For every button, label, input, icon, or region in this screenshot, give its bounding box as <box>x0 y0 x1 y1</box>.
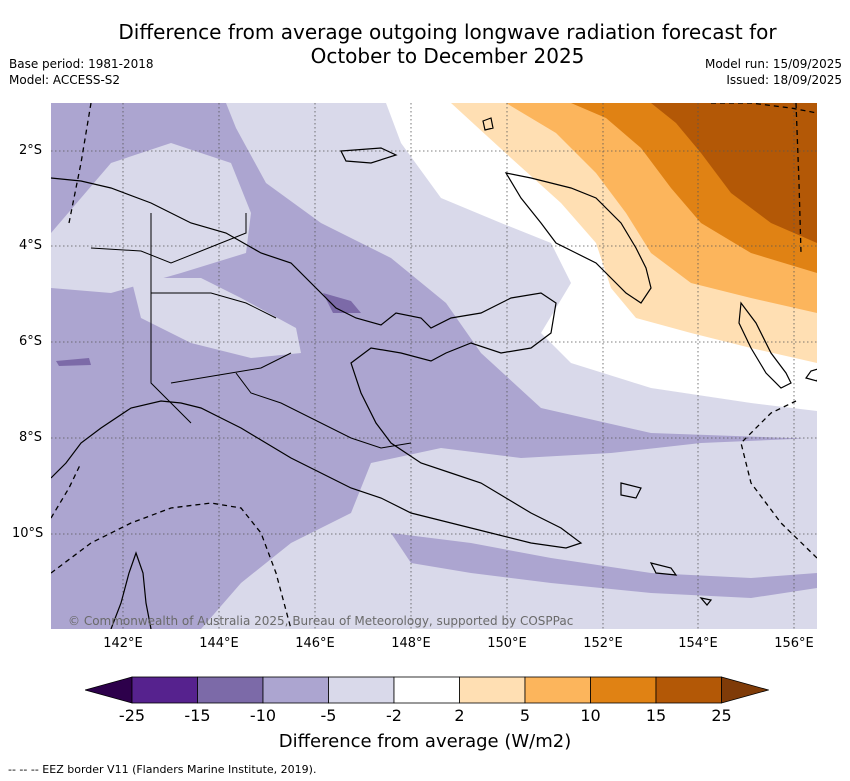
colorbar-segment <box>655 676 722 704</box>
lat-tick-2s: 2°S <box>19 143 43 158</box>
model-name: Model: ACCESS-S2 <box>9 73 121 87</box>
field-positive-15-25 <box>651 103 817 243</box>
colorbar-segment <box>197 676 264 704</box>
copyright-notice: © Commonwealth of Australia 2025, Bureau… <box>68 614 574 628</box>
colorbar-tick-label: -2 <box>386 706 402 725</box>
lon-tick-152e: 152°E <box>583 636 623 651</box>
issued-date: Issued: 18/09/2025 <box>726 73 842 87</box>
lat-tick-10s: 10°S <box>12 526 44 541</box>
colorbar-tick-label: -10 <box>249 706 277 725</box>
field-strip-southeast <box>391 533 817 598</box>
eez-footnote: -- -- -- EEZ border V11 (Flanders Marine… <box>8 763 317 776</box>
field-patch-minus15-a <box>323 293 361 313</box>
colorbar-segment <box>590 676 657 704</box>
field-band-lavender-highlands <box>131 278 301 358</box>
colorbar-tick-label: 2 <box>454 706 465 725</box>
colorbar-segment <box>328 676 395 704</box>
lon-tick-150e: 150°E <box>487 636 527 651</box>
lat-tick-6s: 6°S <box>19 334 43 349</box>
colorbar <box>83 676 771 708</box>
lon-tick-148e: 148°E <box>391 636 431 651</box>
colorbar-segment <box>524 676 591 704</box>
coastlines <box>51 117 817 629</box>
colorbar-segment <box>459 676 526 704</box>
lon-tick-146e: 146°E <box>295 636 335 651</box>
chart-title: Difference from average outgoing longwav… <box>0 20 850 68</box>
meta-right: Model run: 15/09/2025 Issued: 18/09/2025 <box>705 56 842 88</box>
colorbar-tick-label: 5 <box>519 706 531 725</box>
lon-tick-154e: 154°E <box>678 636 718 651</box>
model-run: Model run: 15/09/2025 <box>704 57 842 71</box>
lon-tick-142e: 142°E <box>103 636 143 651</box>
colorbar-segment <box>393 676 460 704</box>
meta-left: Base period: 1981-2018 Model: ACCESS-S2 <box>9 56 154 88</box>
lat-tick-4s: 4°S <box>19 238 43 253</box>
colorbar-segment <box>262 676 329 704</box>
colorbar-title: Difference from average (W/m2) <box>278 731 572 752</box>
title-line-2: October to December 2025 <box>310 44 585 68</box>
colorbar-tick-label: 15 <box>645 706 667 725</box>
base-period: Base period: 1981-2018 <box>9 57 154 71</box>
colorbar-under-triangle <box>83 676 133 704</box>
lat-tick-8s: 8°S <box>19 430 43 445</box>
lon-tick-156e: 156°E <box>774 636 814 651</box>
map-panel <box>51 103 817 629</box>
lon-tick-144e: 144°E <box>199 636 239 651</box>
colorbar-svg <box>83 676 771 704</box>
map-svg <box>51 103 817 629</box>
colorbar-tick-label: -25 <box>118 706 146 725</box>
title-line-1: Difference from average outgoing longwav… <box>118 20 777 44</box>
colorbar-tick-label: -5 <box>320 706 337 725</box>
eez-borders <box>51 103 817 629</box>
colorbar-tick-label: 10 <box>580 706 601 725</box>
borders <box>90 213 412 449</box>
colorbar-tick-label: 25 <box>711 706 732 725</box>
field-patch-minus15-b <box>56 358 91 366</box>
colorbar-tick-label: -15 <box>184 706 211 725</box>
colorbar-segment <box>131 676 198 704</box>
colorbar-over-triangle <box>721 676 771 704</box>
